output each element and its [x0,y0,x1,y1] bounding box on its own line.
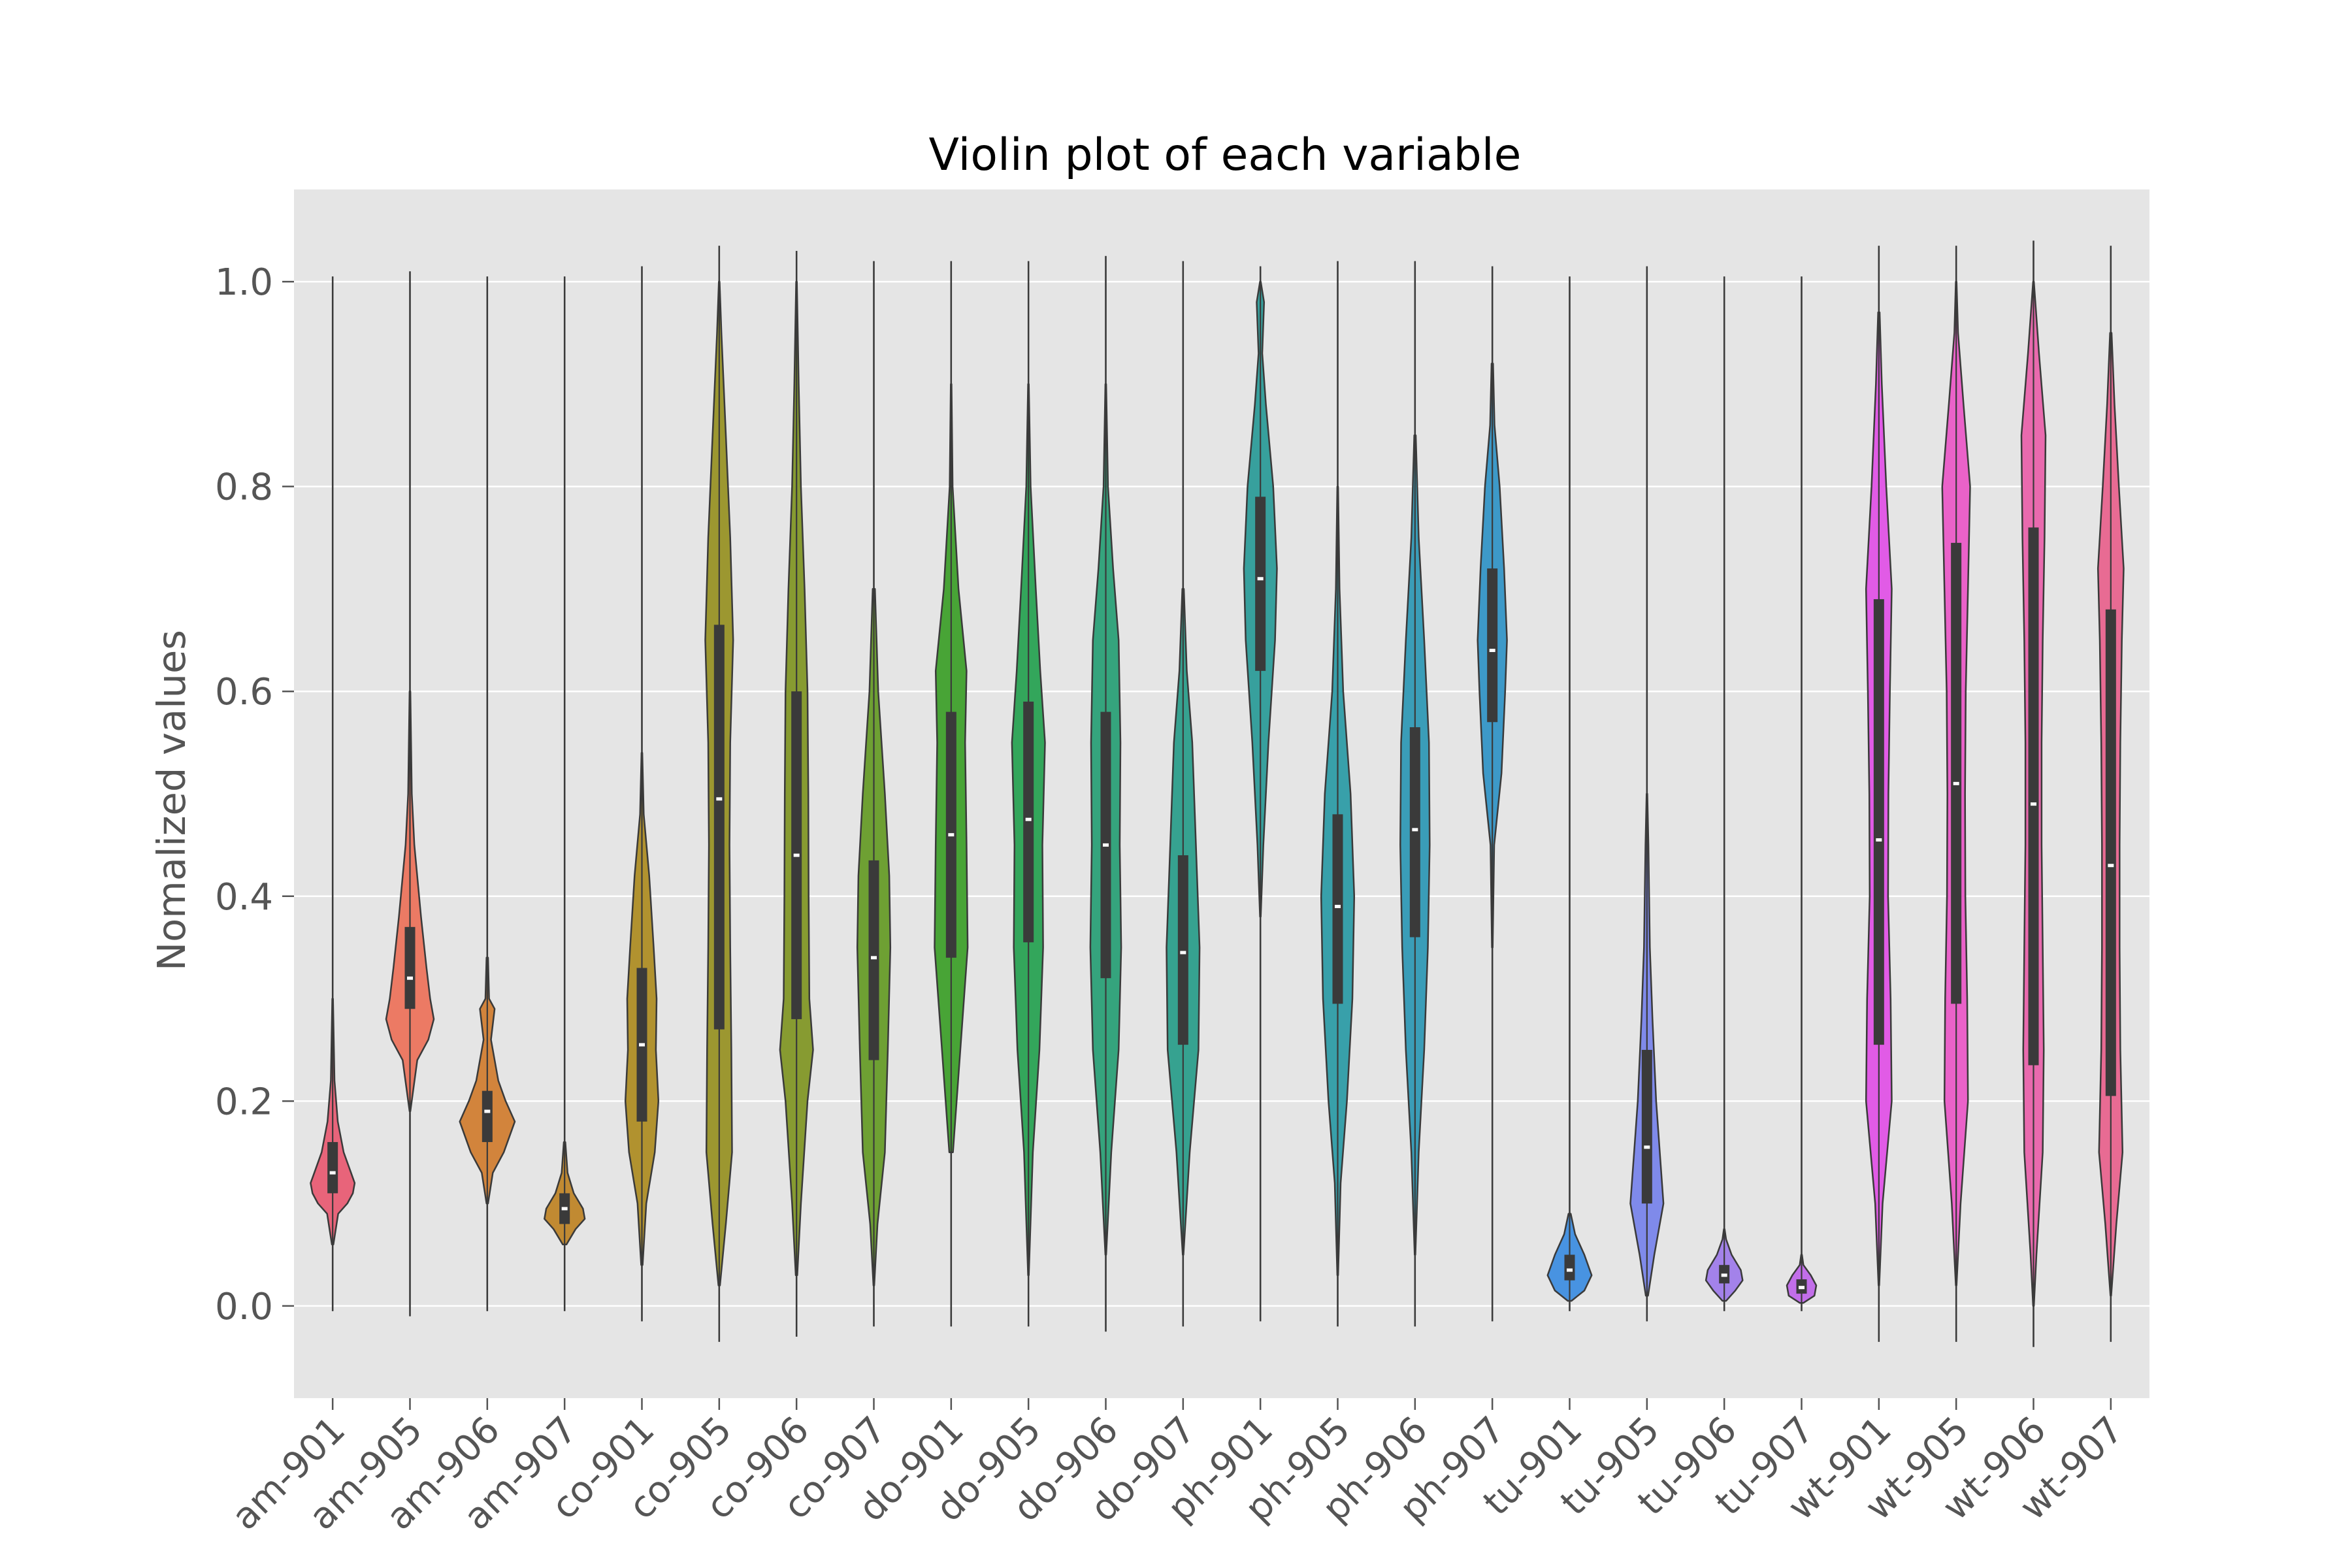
violin-iqr-box [2105,609,2116,1096]
violin-wt-906 [2020,240,2047,1347]
violin-median [407,976,413,980]
y-axis-ticks: 0.0 0.2 0.4 0.6 0.8 1.0 [215,261,294,1328]
violin-median [1799,1286,1805,1290]
violin-am-907 [544,276,586,1311]
violin-tu-901 [1546,276,1593,1311]
violin-median [1567,1268,1573,1272]
violin-am-905 [385,271,435,1316]
violin-median [793,853,800,857]
violin-median [948,833,955,837]
violin-median [329,1171,336,1175]
y-tick-label-1: 0.2 [215,1081,273,1123]
violin-ph-906 [1399,261,1431,1327]
violin-iqr-box [1023,701,1034,943]
y-tick-label-3: 0.6 [215,671,273,713]
violin-median [1644,1145,1650,1149]
y-tick-label-2: 0.4 [215,876,273,919]
violin-iqr-box [482,1090,493,1143]
violin-am-906 [459,276,516,1311]
violin-iqr-box [1332,814,1343,1004]
violin-co-906 [779,251,814,1337]
violin-median [871,956,877,960]
gridlines [294,280,2149,1307]
violin-iqr-box [404,926,416,1009]
violin-ph-907 [1477,266,1508,1322]
violin-median [1257,577,1264,581]
violin-median [1412,828,1418,832]
violin-median [716,797,723,801]
violin-do-906 [1089,255,1122,1332]
violin-ph-901 [1243,266,1278,1322]
violin-iqr-box [1873,599,1884,1045]
violin-iqr-box [1487,568,1498,723]
violin-iqr-box [1641,1049,1652,1204]
violin-wt-907 [2097,246,2125,1342]
violin-median [1953,781,1959,785]
violin-median [639,1043,645,1047]
y-tick-label-0: 0.0 [215,1286,273,1328]
violin-iqr-box [2028,527,2039,1066]
violin-median [561,1207,568,1211]
violin-do-905 [1011,261,1046,1327]
violin-median [1180,951,1186,955]
violin-tu-907 [1786,276,1818,1311]
violin-iqr-box [1409,727,1420,938]
plot-area [294,189,2149,1398]
violin-tu-905 [1629,266,1665,1322]
x-axis-ticks: am-901am-905am-906am-907co-901co-905co-9… [223,1398,2132,1539]
violins [310,240,2125,1347]
violin-wt-901 [1865,246,1893,1342]
y-tick-label-5: 1.0 [215,261,273,304]
violin-iqr-box [713,625,725,1030]
violin-median [2031,802,2036,806]
violin-median [484,1109,491,1113]
violin-median [1876,838,1882,842]
violin-iqr-box [1177,855,1188,1045]
y-tick-label-4: 0.8 [215,466,273,509]
violin-iqr-box [1951,542,1962,1004]
violin-median [1721,1273,1727,1277]
violin-am-901 [310,276,356,1311]
violin-do-907 [1166,261,1201,1327]
violin-median [2108,864,2114,868]
violin-median [1489,649,1495,653]
violin-iqr-box [1255,497,1266,671]
violin-tu-906 [1705,276,1744,1311]
violin-co-905 [704,246,734,1342]
violin-iqr-box [327,1142,338,1194]
violin-co-901 [624,266,660,1322]
violin-median [1103,843,1109,847]
violin-median [1335,904,1341,908]
violin-wt-905 [1941,246,1971,1342]
violin-co-907 [856,261,892,1327]
violin-iqr-box [868,860,879,1060]
violin-iqr-box [1564,1254,1575,1281]
violin-ph-905 [1320,261,1356,1327]
chart-title: Violin plot of each variable [928,129,1521,181]
y-axis-label: Nomalized values [149,630,194,971]
violin-do-901 [934,261,969,1327]
violin-median [1025,817,1032,821]
